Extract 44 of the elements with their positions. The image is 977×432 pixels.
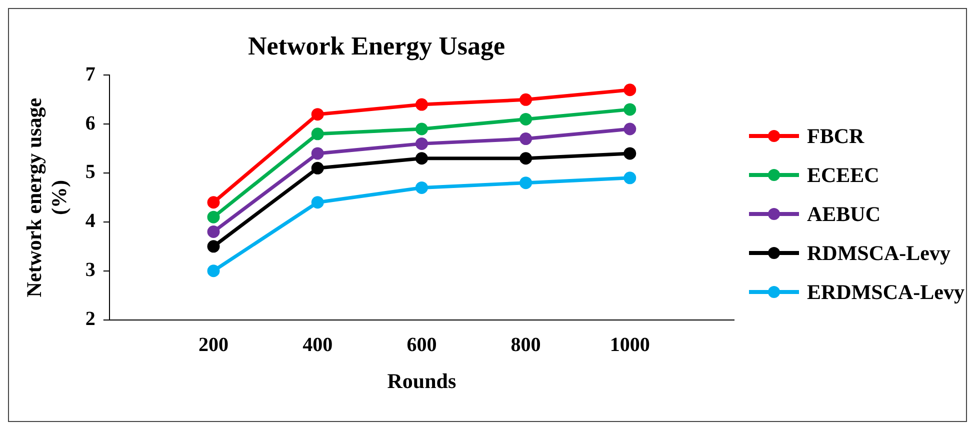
x-tick-label: 400 [302, 334, 333, 356]
y-tick-label: 4 [85, 210, 96, 232]
point [311, 128, 324, 140]
x-tick-label: 1000 [610, 334, 650, 356]
y-tick-label: 2 [85, 308, 96, 330]
point [415, 152, 428, 165]
point [415, 137, 428, 150]
y-axis-title: Network energy usage (%) [22, 98, 72, 298]
point [520, 132, 532, 146]
point [311, 108, 324, 121]
y-tick-label: 5 [85, 161, 96, 184]
point [207, 210, 220, 224]
y-tick-label: 6 [85, 112, 96, 134]
x-tick-label: 800 [510, 334, 541, 356]
point [415, 181, 428, 194]
point [520, 176, 532, 190]
legend-label: ERDMSCA-Levy [807, 280, 964, 304]
point [624, 103, 636, 116]
point [520, 93, 532, 106]
legend-label: AEBUC [807, 202, 881, 226]
x-axis-title: Rounds [387, 368, 456, 393]
chart-title: Network Energy Usage [248, 31, 506, 60]
point [520, 152, 532, 165]
point [415, 98, 428, 111]
point [624, 147, 636, 160]
point [207, 225, 220, 238]
point [415, 122, 428, 136]
y-tick-label: 3 [85, 259, 96, 282]
x-tick-label: 200 [198, 334, 228, 356]
legend-label: ECEEC [807, 162, 880, 188]
x-tick-label: 600 [406, 334, 437, 356]
point [311, 162, 324, 174]
point [207, 196, 220, 209]
legend-label: RDMSCA-Levy [807, 240, 950, 266]
point [207, 240, 220, 253]
point [311, 196, 324, 209]
y-tick-label: 7 [85, 63, 96, 86]
legend-label: FBCR [807, 124, 864, 148]
point [311, 147, 324, 160]
point [624, 172, 636, 184]
point [207, 264, 220, 278]
point [520, 112, 532, 126]
point [624, 84, 636, 96]
point [624, 122, 636, 136]
